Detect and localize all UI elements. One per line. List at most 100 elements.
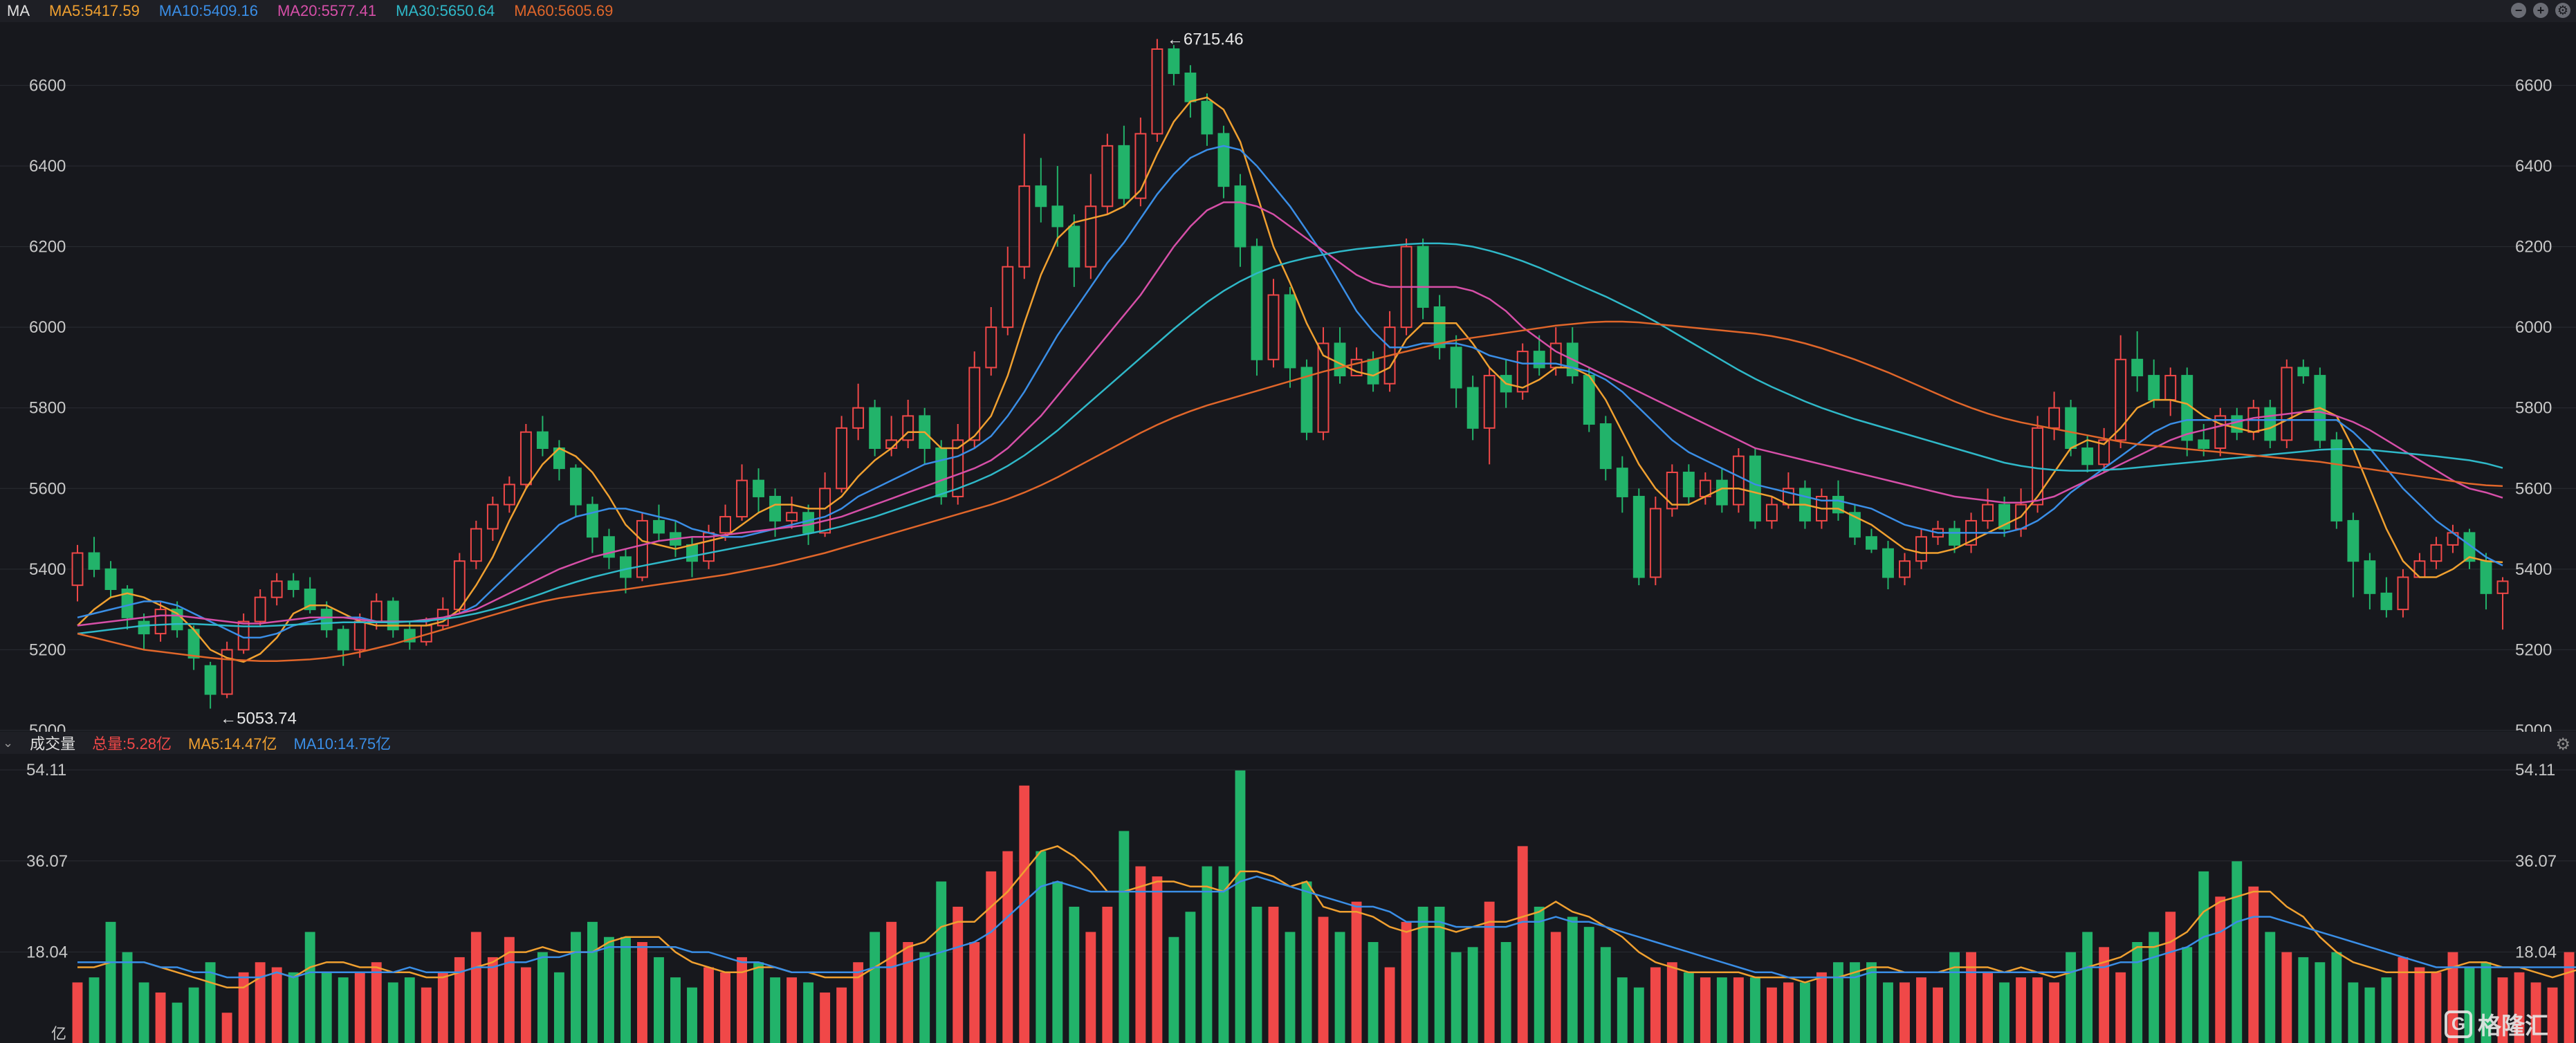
candle-body [1616,468,1628,497]
legend-vol-ma5: MA5:14.47亿 [188,735,277,753]
volume-bar [903,942,914,1043]
volume-bar [1883,982,1893,1043]
volume-bar [2547,987,2558,1043]
y-tick-label-left: 6600 [29,76,66,95]
volume-bar [2066,952,2077,1043]
volume-bar [1484,901,1495,1043]
candle-body [1068,225,1080,268]
volume-bar [1534,906,1545,1043]
candle-body [852,407,865,429]
volume-bar [1135,866,1146,1043]
volume-tick-label-right: 54.11 [2515,761,2555,779]
volume-bar [520,967,531,1043]
y-tick-label-right: 5200 [2515,640,2552,659]
volume-bar [2198,871,2209,1043]
candle-body [2048,407,2061,429]
candle-body [569,468,582,506]
volume-bar [1583,927,1594,1043]
volume-legend-bar: ⌄ 成交量 总量:5.28亿 MA5:14.47亿 MA10:14.75亿 [0,732,2576,754]
volume-bar [737,957,747,1043]
candle-body [1251,246,1263,360]
candle-body [1649,508,1662,578]
volume-bar [2447,952,2458,1043]
candle-body [204,665,217,695]
volume-bar [1368,942,1379,1043]
ma-line-ma30 [77,242,2503,635]
volume-settings-gear-icon[interactable]: ⚙ [2555,735,2570,754]
volume-bar [687,987,697,1043]
volume-bar [1119,831,1130,1043]
candle-body [2264,407,2276,441]
candle-body [1732,455,1745,506]
volume-bar [1617,977,1628,1043]
y-tick-label-right: 6600 [2515,76,2552,95]
volume-ma5-line [77,845,2576,988]
candle-body [519,431,532,486]
volume-bar [803,982,814,1043]
candle-body [1666,471,1678,510]
volume-bar [2115,972,2126,1043]
volume-bar [1334,932,1345,1043]
volume-bar [2182,947,2193,1043]
volume-bar [1384,967,1395,1043]
volume-bar [387,982,398,1043]
logo-icon: G [2445,1010,2472,1038]
volume-panel-title: 成交量 [30,735,76,753]
candle-body [1284,294,1296,369]
volume-bar [1500,942,1511,1043]
volume-bar [2281,952,2292,1043]
volume-bar [1268,906,1279,1043]
candle-body [2347,519,2359,562]
candle-body [1982,504,1994,522]
candle-body [836,427,848,490]
volume-bar [89,977,100,1043]
candle-body [1632,495,1645,578]
zoom-out-icon[interactable]: − [2511,3,2526,18]
volume-bar [454,957,465,1043]
candle-body [486,504,499,530]
candle-body [1516,351,1529,393]
volume-tick-label-left: 36.07 [26,852,68,871]
candle-body [1018,185,1031,268]
volume-bar [221,1013,232,1043]
candle-body [1134,133,1147,199]
volume-bar [2398,957,2409,1043]
volume-bar [155,993,166,1043]
volume-bar [2082,932,2093,1043]
candle-body [620,556,632,578]
volume-bar [470,932,481,1043]
candle-body [2463,532,2476,562]
volume-bar [338,977,349,1043]
y-tick-label-right: 5400 [2515,560,2552,579]
volume-bar [820,993,831,1043]
volume-bar [1783,982,1794,1043]
candle-body [1450,347,1462,389]
ma-line-ma60 [77,320,2503,662]
main-panel-title: MA [7,2,30,19]
zoom-in-icon[interactable]: + [2533,3,2548,18]
candle-body [2198,439,2210,449]
volume-bar [1916,977,1926,1043]
candle-body [2380,592,2393,611]
y-tick-label-right: 5800 [2515,399,2552,418]
y-tick-label-left: 5600 [29,479,66,498]
candle-body [1085,205,1097,268]
volume-bar [2364,987,2375,1043]
candle-body [304,589,316,611]
candle-body [1151,48,1163,135]
settings-gear-icon[interactable]: ⚙ [2555,3,2570,18]
legend-ma60: MA60:5605.69 [514,2,614,19]
volume-bar [437,972,448,1043]
volume-bar [1152,876,1163,1043]
candle-body [370,600,383,622]
volume-bar [172,1002,183,1043]
candle-body [935,447,948,497]
candle-body [736,479,748,518]
collapse-chevron-icon[interactable]: ⌄ [3,735,14,750]
volume-bar [205,962,216,1043]
volume-bar [321,972,332,1043]
candle-body [586,504,598,538]
candle-body [2131,358,2144,377]
ma-line-ma10 [77,145,2503,639]
